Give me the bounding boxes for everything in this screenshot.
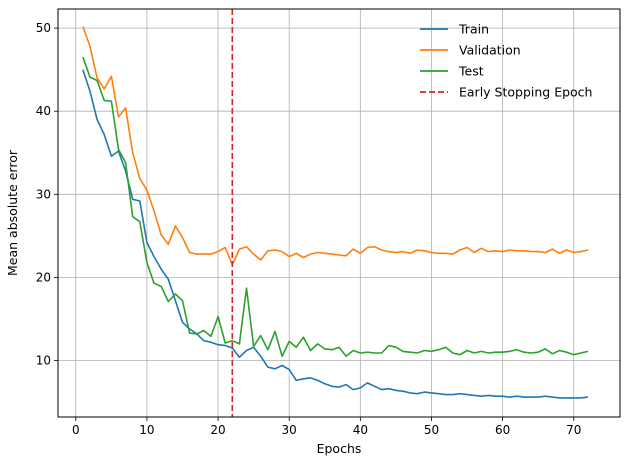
y-tick-label: 50 <box>36 21 51 35</box>
x-tick-label: 0 <box>72 423 80 437</box>
y-tick-label: 10 <box>36 353 51 367</box>
y-axis-label: Mean absolute error <box>5 149 20 276</box>
x-tick-label: 60 <box>495 423 510 437</box>
x-tick-label: 30 <box>282 423 297 437</box>
legend-label: Train <box>458 22 489 37</box>
series-line-validation <box>82 26 589 266</box>
legend: Train Validation Test Early Stopping Epoch <box>420 22 592 100</box>
legend-label: Validation <box>459 43 521 58</box>
series-lines <box>82 9 589 417</box>
series-line-test <box>82 56 589 358</box>
y-tick-label: 30 <box>36 187 51 201</box>
legend-label: Early Stopping Epoch <box>459 85 592 100</box>
legend-label: Test <box>458 64 484 79</box>
ticks: 0 10 20 30 40 50 60 70 10 20 30 40 50 <box>36 21 582 437</box>
x-tick-label: 70 <box>566 423 581 437</box>
series-line-train <box>82 69 589 399</box>
x-axis-label: Epochs <box>317 441 362 456</box>
y-tick-label: 40 <box>36 104 51 118</box>
x-tick-label: 10 <box>139 423 154 437</box>
x-tick-label: 40 <box>353 423 368 437</box>
x-tick-label: 50 <box>424 423 439 437</box>
grid <box>58 9 620 417</box>
plot-frame <box>57 8 621 418</box>
x-tick-label: 20 <box>210 423 225 437</box>
y-tick-label: 20 <box>36 270 51 284</box>
